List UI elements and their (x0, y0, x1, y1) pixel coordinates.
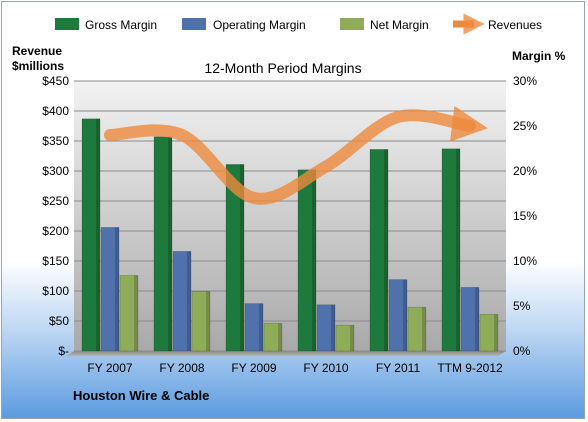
bar-shade (168, 136, 172, 351)
left-tick-label: $- (58, 344, 69, 358)
bar-net-margin (191, 291, 211, 352)
legend-swatch-operating-margin (182, 18, 206, 30)
right-axis-ticks: 0% 5% 10% 15% 20% 25% 30% (513, 74, 537, 358)
category-label: TTM 9-2012 (437, 361, 503, 375)
left-tick-label: $150 (42, 254, 69, 268)
right-tick-label: 30% (513, 74, 537, 88)
left-tick-label: $250 (42, 194, 69, 208)
chart-title: 12-Month Period Margins (204, 60, 361, 76)
bar-shade (259, 303, 263, 351)
legend-label-net-margin: Net Margin (370, 18, 429, 32)
left-tick-label: $400 (42, 104, 69, 118)
plot-floor (66, 351, 506, 356)
bar-shade (206, 291, 210, 351)
left-tick-label: $350 (42, 134, 69, 148)
left-tick-label: $100 (42, 284, 69, 298)
gridlines (74, 80, 506, 352)
bar-shade (187, 251, 191, 351)
category-label: FY 2009 (231, 361, 276, 375)
bar-net-margin (479, 314, 499, 352)
bar-shade (456, 148, 460, 351)
left-tick-label: $300 (42, 164, 69, 178)
bar-net-margin (407, 306, 427, 352)
bar-shade (422, 307, 426, 351)
left-tick-label: $50 (49, 314, 69, 328)
bar-operating-margin (244, 303, 264, 352)
bar-net-margin (119, 275, 139, 352)
right-tick-label: 20% (513, 164, 537, 178)
bar-shade (312, 169, 316, 351)
left-tick-label: $450 (42, 74, 69, 88)
bar-shade (96, 118, 100, 351)
bar-shade (134, 275, 138, 351)
bar-operating-margin (316, 304, 336, 352)
bar-net-margin (263, 323, 283, 352)
legend-swatch-net-margin (340, 18, 364, 30)
legend: Gross Margin Operating Margin Net Margin… (55, 13, 542, 35)
legend-label-operating-margin: Operating Margin (213, 18, 306, 32)
right-tick-label: 0% (513, 344, 531, 358)
bar-gross-margin (369, 149, 389, 352)
right-tick-label: 15% (513, 209, 537, 223)
bar-gross-margin (153, 136, 173, 352)
left-tick-label: $200 (42, 224, 69, 238)
right-tick-label: 25% (513, 119, 537, 133)
category-label: FY 2008 (159, 361, 204, 375)
bar-shade (331, 304, 335, 351)
bar-operating-margin (100, 227, 120, 352)
category-label: FY 2011 (376, 361, 421, 375)
legend-label-revenues: Revenues (488, 18, 542, 32)
right-tick-label: 5% (513, 299, 531, 313)
bar-shade (403, 279, 407, 351)
bar-operating-margin (460, 287, 480, 352)
category-labels: FY 2007 FY 2008 FY 2009 FY 2010 FY 2011 TTM 9… (87, 361, 503, 375)
bar-shade (278, 323, 282, 351)
bar-shade (350, 325, 354, 351)
bar-gross-margin (441, 148, 461, 352)
legend-label-gross-margin: Gross Margin (85, 18, 157, 32)
category-label: FY 2010 (303, 361, 348, 375)
revenue-line (104, 105, 488, 205)
bar-shade (115, 227, 119, 351)
bar-gross-margin (297, 169, 317, 352)
bar-gross-margin (225, 164, 245, 352)
legend-swatch-gross-margin (55, 18, 79, 30)
bar-gross-margin (81, 118, 101, 352)
left-axis-title-line1: Revenue (12, 44, 62, 58)
bar-shade (475, 287, 479, 351)
bar-operating-margin (388, 279, 408, 352)
left-axis-ticks: $- $50 $100 $150 $200 $250 $300 $350 $400 $450 (42, 74, 69, 358)
category-label: FY 2007 (87, 361, 132, 375)
bar-shade (384, 149, 388, 351)
bar-shade (494, 314, 498, 351)
company-name: Houston Wire & Cable (73, 388, 209, 403)
right-tick-label: 10% (513, 254, 537, 268)
bar-operating-margin (172, 251, 192, 352)
bars (81, 118, 499, 352)
revenue-arrow (104, 105, 488, 205)
left-axis-title-line2: $millions (12, 59, 64, 73)
right-axis-title: Margin % (512, 49, 566, 63)
bar-net-margin (335, 324, 355, 352)
bar-shade (240, 164, 244, 351)
